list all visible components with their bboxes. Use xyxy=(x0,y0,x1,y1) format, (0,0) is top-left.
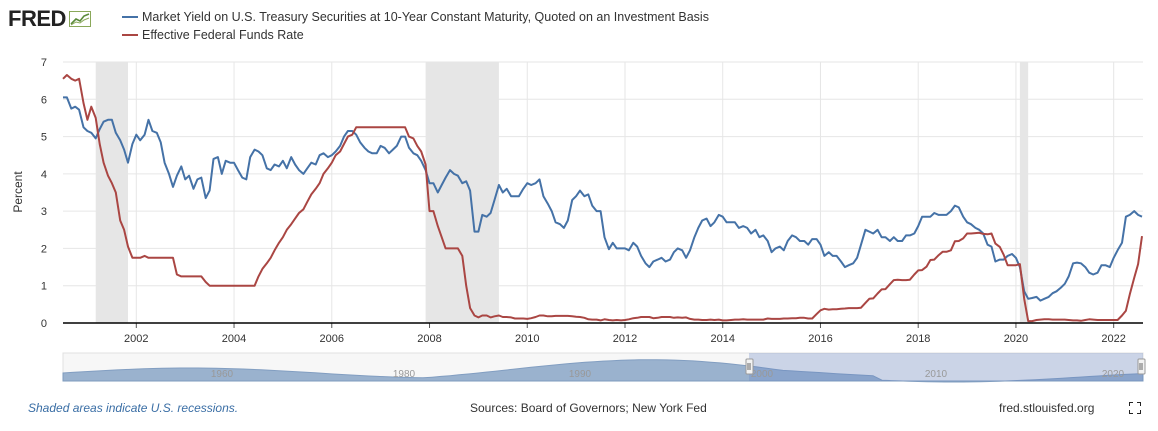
y-tick-label-5: 5 xyxy=(41,132,47,144)
x-tick-label-2014: 2014 xyxy=(710,333,734,345)
navigator-label-5: 2020 xyxy=(1102,369,1125,380)
navigator-label-2: 1990 xyxy=(569,369,592,380)
series-line-treasury-10y xyxy=(63,96,1143,302)
data-sources: Sources: Board of Governors; New York Fe… xyxy=(470,401,707,415)
y-tick-label-2: 2 xyxy=(41,243,47,255)
chart-series xyxy=(62,74,1143,323)
navigator-label-0: 1960 xyxy=(211,369,234,380)
legend-swatch-fedfunds xyxy=(122,34,138,36)
y-tick-label-3: 3 xyxy=(41,206,47,218)
x-tick-label-2002: 2002 xyxy=(124,333,148,345)
navigator-label-3: 2000 xyxy=(751,369,774,380)
recession-shading xyxy=(95,62,1029,323)
fullscreen-icon[interactable] xyxy=(1129,402,1141,414)
x-tick-label-2020: 2020 xyxy=(1004,333,1028,345)
navigator-label-4: 2010 xyxy=(925,369,948,380)
series-line-fed-funds xyxy=(62,74,1143,323)
legend-label-treasury: Market Yield on U.S. Treasury Securities… xyxy=(142,10,709,24)
legend-label-fedfunds: Effective Federal Funds Rate xyxy=(142,28,304,42)
y-tick-label-7: 7 xyxy=(41,57,47,69)
legend-item-treasury[interactable]: Market Yield on U.S. Treasury Securities… xyxy=(122,8,709,26)
legend-item-fedfunds[interactable]: Effective Federal Funds Rate xyxy=(122,26,709,44)
y-tick-label-0: 0 xyxy=(41,318,47,330)
navigator-selection xyxy=(749,353,1143,381)
x-tick-label-2016: 2016 xyxy=(808,333,832,345)
chart-gridlines xyxy=(63,61,1143,323)
x-tick-label-2008: 2008 xyxy=(417,333,441,345)
x-tick-label-2004: 2004 xyxy=(222,333,246,345)
x-tick-label-2006: 2006 xyxy=(320,333,344,345)
y-tick-label-1: 1 xyxy=(41,281,47,293)
y-tick-label-6: 6 xyxy=(41,94,47,106)
y-tick-label-4: 4 xyxy=(41,169,47,181)
fred-logo-chart-icon xyxy=(68,11,91,27)
chart-legend: Market Yield on U.S. Treasury Securities… xyxy=(122,8,709,44)
site-link[interactable]: fred.stlouisfed.org xyxy=(999,401,1095,415)
line-chart: 0 1 2 3 4 5 6 7 2002 2004 2006 2008 2010 2012 2014 2016… xyxy=(11,57,1146,383)
recession-band-0 xyxy=(95,62,128,323)
chart-axes: 0 1 2 3 4 5 6 7 2002 2004 2006 2008 2010 2012 2014 2016… xyxy=(41,57,1143,345)
recession-note: Shaded areas indicate U.S. recessions. xyxy=(28,401,239,415)
navigator-series xyxy=(62,359,1144,383)
y-axis-label: Percent xyxy=(11,171,25,213)
legend-swatch-treasury xyxy=(122,16,138,18)
recession-band-2 xyxy=(1019,62,1029,323)
x-tick-label-2010: 2010 xyxy=(515,333,539,345)
x-tick-label-2018: 2018 xyxy=(906,333,930,345)
fred-logo[interactable]: FRED xyxy=(8,6,91,32)
x-tick-label-2012: 2012 xyxy=(613,333,637,345)
fred-logo-text: FRED xyxy=(8,6,66,31)
x-tick-label-2022: 2022 xyxy=(1101,333,1125,345)
navigator-label-1: 1980 xyxy=(393,369,416,380)
recession-band-1 xyxy=(425,62,499,323)
range-navigator[interactable]: 1960 1980 1990 2000 2010 2020 xyxy=(62,352,1146,383)
